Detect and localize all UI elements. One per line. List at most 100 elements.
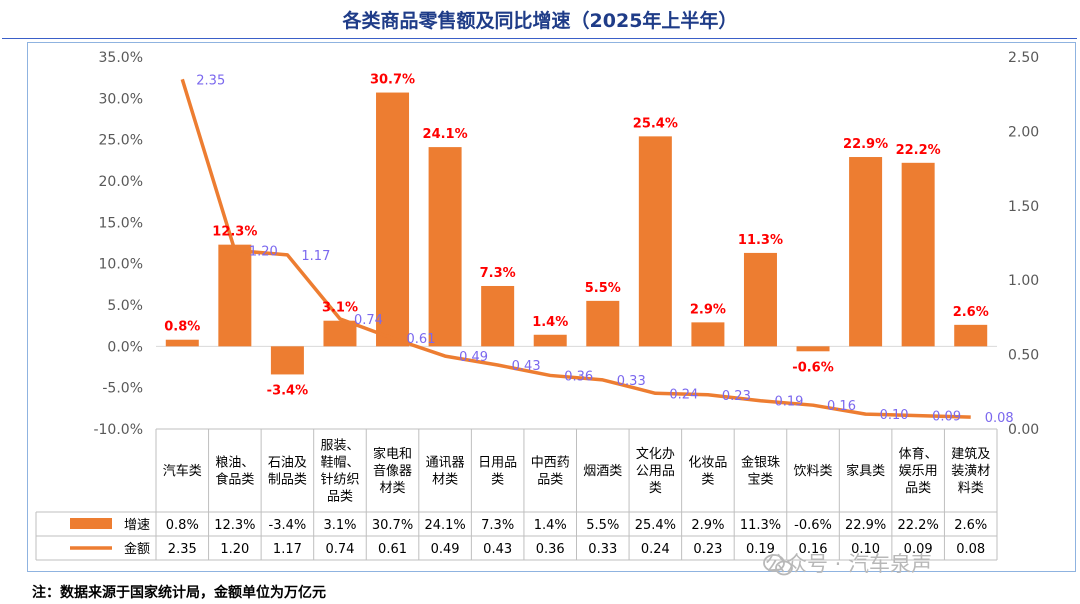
line-data-label: 0.61 — [407, 332, 436, 347]
category-label: 宝类 — [747, 473, 773, 488]
table-value-growth: 12.3% — [214, 518, 255, 533]
table-value-amount: 0.74 — [325, 542, 354, 557]
category-label: 娱乐用 — [899, 464, 938, 479]
table-value-amount: 0.16 — [799, 542, 828, 557]
category-label: 烟酒类 — [583, 464, 622, 479]
table-value-amount: 0.23 — [693, 542, 722, 557]
table-value-growth: 24.1% — [424, 518, 465, 533]
bar — [270, 346, 304, 375]
table-value-growth: 7.3% — [481, 518, 514, 533]
table-value-growth: 25.4% — [635, 518, 676, 533]
watermark-text: 公众号 · 汽车泉声 — [765, 552, 933, 576]
table-value-growth: 22.2% — [898, 518, 939, 533]
category-label: 材类 — [432, 473, 458, 488]
bar-data-label: 2.9% — [690, 302, 726, 317]
left-axis-tick-label: 25.0% — [99, 133, 143, 149]
category-label: 类 — [491, 473, 504, 488]
category-label: 中西药 — [531, 456, 570, 471]
left-axis-tick-label: 5.0% — [107, 298, 143, 314]
bar — [165, 339, 199, 347]
category-label: 类 — [649, 481, 662, 496]
footnote: 注：数据来源于国家统计局，金额单位为万亿元 — [32, 585, 326, 601]
line-data-label: 0.33 — [617, 374, 646, 389]
table-value-growth: 0.8% — [166, 518, 199, 533]
line-data-label: 0.49 — [459, 350, 488, 365]
table-value-amount: 0.19 — [746, 542, 775, 557]
bar — [586, 300, 620, 347]
bar-data-label: 2.6% — [953, 305, 989, 320]
category-label: 公用品 — [636, 464, 675, 479]
bar — [743, 252, 777, 347]
bar-data-label: 22.9% — [843, 137, 888, 152]
category-label: 家具类 — [846, 463, 885, 479]
chart-title: 各类商品零售额及同比增速（2025年上半年） — [342, 10, 738, 32]
table-value-growth: -0.6% — [794, 518, 832, 533]
line-data-label: 1.20 — [249, 244, 278, 259]
table-value-growth: 22.9% — [845, 518, 886, 533]
category-label: 石油及 — [268, 456, 307, 471]
category-label: 食品类 — [215, 472, 254, 488]
category-label: 针纺织 — [320, 473, 359, 488]
wechat-bubble-large — [763, 554, 785, 572]
line-data-label: 0.19 — [774, 395, 803, 410]
category-label: 金银珠 — [741, 455, 780, 471]
wechat-icon — [763, 554, 793, 576]
bar-series — [165, 92, 988, 375]
table-value-amount: 0.36 — [536, 542, 565, 557]
bar-data-label: 22.2% — [896, 143, 941, 158]
bar — [481, 285, 515, 347]
bar — [849, 157, 883, 347]
left-axis-tick-label: 35.0% — [99, 50, 143, 66]
bar-data-label: 25.4% — [633, 116, 678, 131]
line-data-label: 0.43 — [512, 359, 541, 374]
bar — [691, 322, 725, 347]
bar-data-label: 24.1% — [423, 127, 468, 142]
bar — [901, 162, 935, 347]
wechat-bubble-small — [775, 560, 793, 576]
right-axis-tick-label: 2.50 — [1008, 50, 1039, 66]
category-label: 类 — [701, 473, 714, 488]
category-label: 粮油、 — [215, 456, 254, 471]
data-table: 汽车类粮油、食品类石油及制品类服装、鞋帽、针纺织品类家电和音像器材类通讯器材类日… — [35, 428, 998, 561]
category-label: 通讯器 — [426, 456, 465, 471]
bar-data-label: 5.5% — [585, 281, 621, 296]
table-value-amount: 1.17 — [273, 542, 302, 557]
left-axis-tick-label: 15.0% — [99, 215, 143, 231]
table-value-amount: 2.35 — [168, 542, 197, 557]
table-value-amount: 0.24 — [641, 542, 670, 557]
bar — [954, 324, 988, 347]
axes: 35.0% 30.0% 25.0% 20.0% 15.0% 10.0% 5.0% 0.0% -5… — [93, 50, 1039, 438]
bar-data-label: 7.3% — [480, 266, 516, 281]
right-axis-tick-label: 2.00 — [1008, 124, 1039, 140]
table-value-amount: 0.43 — [483, 542, 512, 557]
table-value-growth: 5.5% — [586, 518, 619, 533]
category-label: 文化办 — [636, 447, 675, 462]
legend-bar-swatch — [70, 518, 112, 529]
chart-frame — [27, 42, 1076, 572]
data-labels: 0.8% 12.3% -3.4% 3.1% 30.7% 24.1% 7.3% 1.4% 5.5%… — [164, 73, 1013, 427]
line-data-label: 0.74 — [354, 313, 383, 328]
left-axis-tick-label: 0.0% — [107, 339, 143, 355]
line-data-label: 0.08 — [985, 411, 1014, 426]
category-label: 材类 — [380, 481, 406, 496]
line-data-label: 0.23 — [722, 389, 751, 404]
bar — [428, 147, 462, 347]
category-label: 料类 — [958, 481, 984, 496]
left-axis-tick-label: 20.0% — [99, 174, 143, 190]
table-value-growth: 3.1% — [323, 518, 356, 533]
bar — [533, 334, 567, 347]
bar — [638, 136, 672, 347]
category-label: 化妆品 — [688, 456, 727, 471]
line-data-label: 1.17 — [301, 249, 330, 264]
table-value-growth: 2.6% — [954, 518, 987, 533]
bar-data-label: 0.8% — [164, 320, 200, 335]
category-label: 鞋帽、 — [320, 455, 359, 471]
legend-line-label: 金额 — [124, 541, 150, 557]
left-axis-tick-label: 10.0% — [99, 257, 143, 273]
right-axis-tick-label: 1.50 — [1008, 199, 1039, 215]
table-value-growth: 30.7% — [372, 518, 413, 533]
left-axis-tick-label: 30.0% — [99, 91, 143, 107]
right-axis-tick-label: 0.50 — [1008, 348, 1039, 364]
table-value-amount: 0.09 — [904, 542, 933, 557]
